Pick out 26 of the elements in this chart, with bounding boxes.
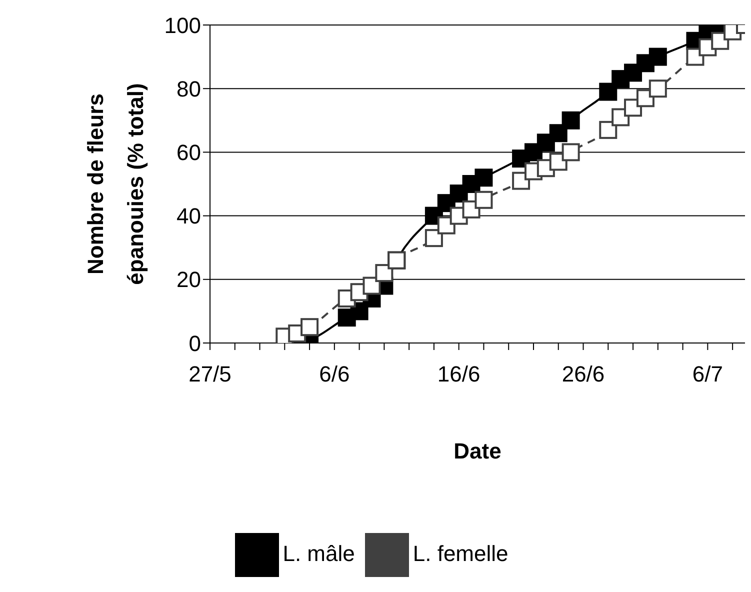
point bbox=[648, 48, 667, 66]
y-tick-label: 60 bbox=[176, 140, 201, 166]
point bbox=[362, 276, 381, 295]
y-tick-label: 40 bbox=[176, 204, 201, 229]
x-tick-label: 27/5 bbox=[188, 362, 232, 387]
point bbox=[599, 82, 618, 101]
legend-label: L. mâle bbox=[282, 540, 355, 566]
point bbox=[648, 80, 667, 98]
y-axis-title: Nombre de fleurs épanouies (% total) bbox=[83, 83, 148, 285]
x-tick-label: 6/6 bbox=[319, 362, 350, 387]
point bbox=[549, 124, 568, 142]
y-tick-label: 20 bbox=[176, 267, 201, 292]
point bbox=[300, 318, 319, 336]
x-tick-label: 6/7 bbox=[692, 362, 723, 387]
y-tick-label: 100 bbox=[164, 12, 201, 38]
legend-label: L. femelle bbox=[412, 540, 508, 566]
point bbox=[474, 190, 493, 209]
y-tick-label: 0 bbox=[188, 330, 201, 356]
point bbox=[474, 168, 493, 187]
point bbox=[562, 111, 580, 130]
point bbox=[562, 143, 580, 162]
y-tick-label: 80 bbox=[176, 76, 201, 102]
x-axis-title: Date bbox=[454, 438, 502, 464]
point bbox=[375, 264, 394, 282]
x-tick-label: 16/6 bbox=[437, 362, 480, 387]
x-tick-label: 26/6 bbox=[562, 362, 605, 387]
